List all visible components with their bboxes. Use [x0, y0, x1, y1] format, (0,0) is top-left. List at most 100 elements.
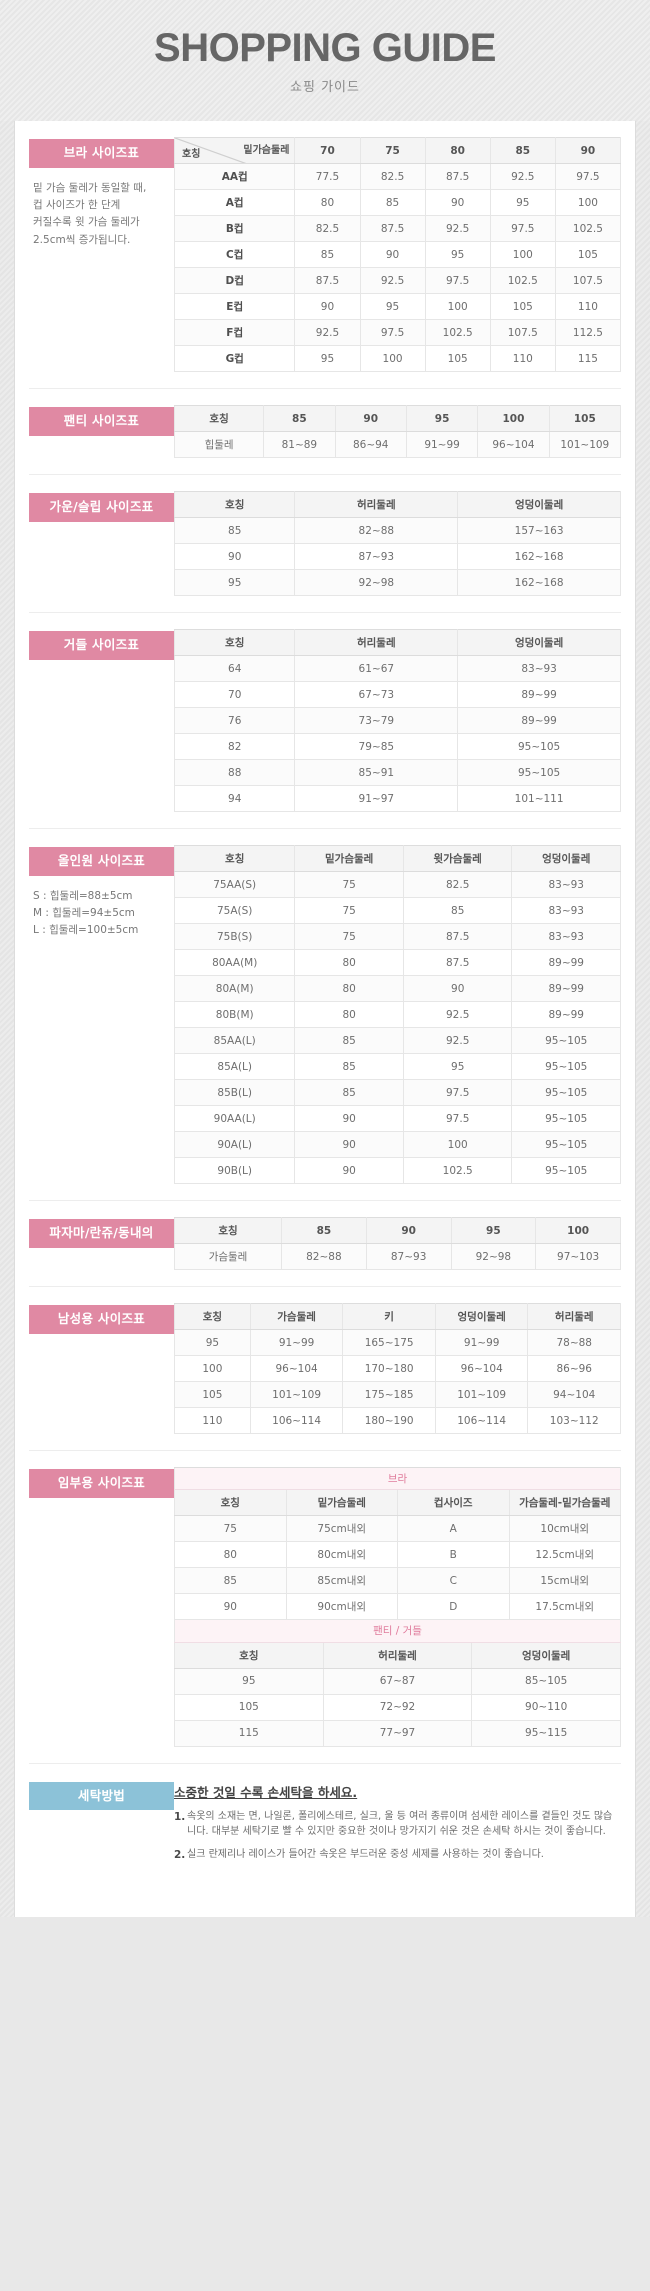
divider: [29, 1450, 621, 1451]
cell: 105: [490, 293, 556, 320]
divider: [29, 1286, 621, 1287]
corner-col-label: 밑가슴둘레: [243, 145, 290, 156]
cell: 110: [490, 345, 556, 372]
cell: 102.5: [555, 215, 622, 242]
cell: 83~93: [511, 897, 621, 924]
table-row: 105 101~109 175~185 101~109 94~104: [174, 1381, 621, 1408]
table-header-row: 호칭 밑가슴둘레 윗가슴둘레 엉덩이둘레: [174, 845, 621, 872]
table-row: D컵 87.5 92.5 97.5 102.5 107.5: [174, 267, 622, 294]
table-row: 85AA(L) 85 92.5 95~105: [174, 1027, 621, 1054]
page-subtitle: 쇼핑 가이드: [290, 80, 360, 95]
cell: 87.5: [294, 267, 361, 294]
table-body: AA컵 77.5 82.5 87.5 92.5 97.5 A컵 80 85 90: [174, 163, 622, 372]
section-gown: 가운/슬립 사이즈표 호칭 허리둘레 엉덩이둘레 85 82~88: [15, 475, 635, 612]
cell: 95: [174, 1668, 324, 1695]
cell: 83~93: [511, 923, 621, 950]
table-row: 90 87~93 162~168: [174, 543, 621, 570]
cell: 89~99: [511, 1001, 621, 1028]
section-panty-left: 팬티 사이즈표: [29, 405, 174, 436]
cell: 91~99: [435, 1329, 529, 1356]
col-header: 키: [342, 1303, 436, 1330]
cell: 95~105: [457, 733, 621, 760]
cell: 165~175: [342, 1329, 436, 1356]
cell: 89~99: [457, 707, 621, 734]
section-men: 남성용 사이즈표 호칭 가슴둘레 키 엉덩이둘레 허리둘레: [15, 1287, 635, 1450]
cell: 89~99: [457, 681, 621, 708]
col-header: 95: [451, 1217, 537, 1244]
cell: 92.5: [425, 215, 491, 242]
cell: 85~91: [294, 759, 459, 786]
cell: 85AA(L): [174, 1027, 296, 1054]
table-girdle-size: 호칭 허리둘레 엉덩이둘레 64 61~67 83~93 70: [174, 629, 621, 812]
cell: 90A(L): [174, 1131, 296, 1158]
cell: 95~105: [511, 1105, 621, 1132]
cell: 61~67: [294, 655, 459, 682]
divider: [29, 612, 621, 613]
cell: 80: [294, 1001, 404, 1028]
col-header: 밑가슴둘레: [286, 1489, 398, 1516]
cell: 81~89: [263, 431, 336, 458]
cell: 80: [294, 975, 404, 1002]
cell: 95: [403, 1053, 513, 1080]
cell: 80A(M): [174, 975, 296, 1002]
cell: 107.5: [490, 319, 556, 346]
cell: 92.5: [294, 319, 361, 346]
cell: 95~105: [457, 759, 621, 786]
section-washing-left: 세탁방법: [29, 1780, 174, 1811]
col-header: 호칭: [174, 1217, 283, 1244]
row-label: 힙둘레: [174, 431, 265, 458]
col-header: 허리둘레: [527, 1303, 621, 1330]
table-row: 85 82~88 157~163: [174, 517, 621, 544]
cell: 75A(S): [174, 897, 296, 924]
cell: 87~93: [366, 1243, 452, 1270]
badge-maternity: 임부용 사이즈표: [29, 1469, 174, 1498]
table-allinone-size: 호칭 밑가슴둘레 윗가슴둘레 엉덩이둘레 75AA(S) 75 82.5 83~…: [174, 845, 621, 1184]
cell: 90: [294, 1131, 404, 1158]
cell: 80B(M): [174, 1001, 296, 1028]
cell: 102.5: [403, 1157, 513, 1184]
row-label: E컵: [174, 293, 296, 320]
row-label: B컵: [174, 215, 296, 242]
table-header-row: 호칭 허리둘레 엉덩이둘레: [174, 629, 621, 656]
table-row: 75A(S) 75 85 83~93: [174, 897, 621, 924]
divider: [29, 1200, 621, 1201]
table-header-row: 호칭 밑가슴둘레 컵사이즈 가슴둘레-밑가슴둘레: [174, 1489, 621, 1516]
col-header: 90: [366, 1217, 452, 1244]
cell: 15cm내외: [509, 1567, 621, 1594]
corner-split-cell: 밑가슴둘레 호칭: [174, 137, 296, 164]
cell: 76: [174, 707, 296, 734]
section-allinone: 올인원 사이즈표 S : 힙둘레=88±5cm M : 힙둘레=94±5cm L…: [15, 829, 635, 1200]
table-row: 가슴둘레 82~88 87~93 92~98 97~103: [174, 1243, 621, 1270]
cell: 67~87: [323, 1668, 473, 1695]
cell: 87.5: [425, 163, 491, 190]
table-row: G컵 95 100 105 110 115: [174, 345, 622, 372]
col-header: 호칭: [174, 491, 296, 518]
cell: 90: [294, 1105, 404, 1132]
cell: 100: [555, 189, 622, 216]
cell: 100: [403, 1131, 513, 1158]
table-row: 88 85~91 95~105: [174, 759, 621, 786]
cell: 97.5: [403, 1105, 513, 1132]
table-gown-size: 호칭 허리둘레 엉덩이둘레 85 82~88 157~163 90: [174, 491, 621, 596]
cell: 90cm내외: [286, 1593, 398, 1620]
cell: 112.5: [555, 319, 622, 346]
col-header: 75: [360, 137, 426, 164]
table-row: 115 77~97 95~115: [174, 1720, 621, 1747]
cell: 82~88: [294, 517, 459, 544]
list-number: 1.: [174, 1810, 186, 1823]
cell: 95: [294, 345, 361, 372]
table-row: 100 96~104 170~180 96~104 86~96: [174, 1355, 621, 1382]
table-row: 80AA(M) 80 87.5 89~99: [174, 949, 621, 976]
table-row: 85 85cm내외 C 15cm내외: [174, 1567, 621, 1594]
cell: 107.5: [555, 267, 622, 294]
band-label: 팬티 / 거들: [174, 1620, 621, 1643]
cell: 80: [294, 949, 404, 976]
cell: 95~115: [471, 1720, 621, 1747]
section-washing: 세탁방법 소중한 것일 수록 손세탁을 하세요. 1. 속옷의 소재는 면, 나…: [15, 1764, 635, 1886]
row-label: F컵: [174, 319, 296, 346]
cell: 115: [555, 345, 622, 372]
cell: 83~93: [511, 871, 621, 898]
cell: 85B(L): [174, 1079, 296, 1106]
cell: 106~114: [435, 1407, 529, 1434]
corner-row-label: 호칭: [182, 149, 201, 160]
